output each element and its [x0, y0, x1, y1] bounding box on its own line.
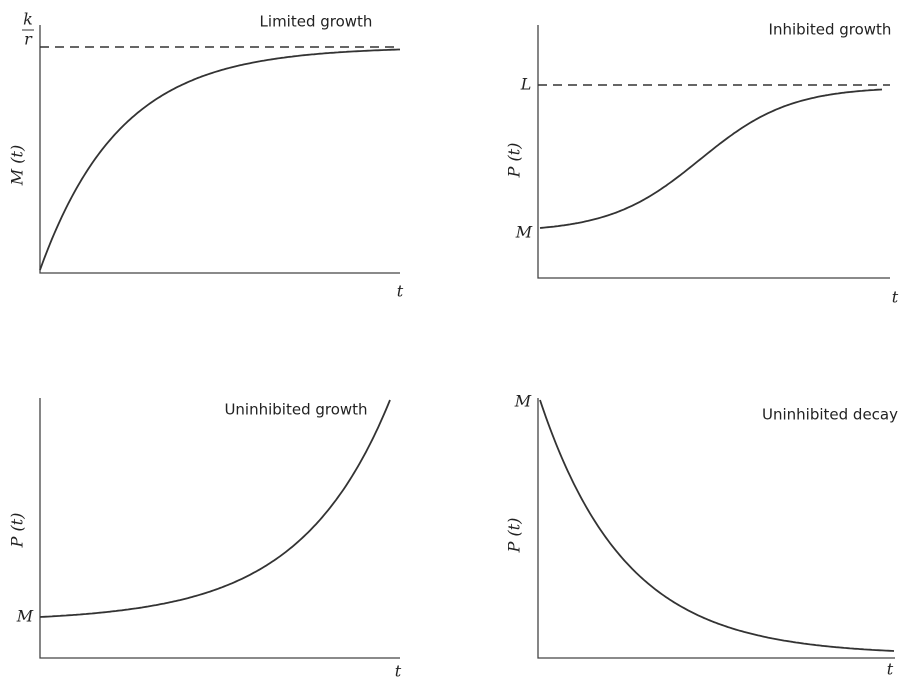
panel-title: Inhibited growth — [769, 21, 892, 39]
axes — [537, 398, 895, 659]
level-numerator: k — [23, 10, 33, 29]
panel-limited-growth: Limited growth M (t) t k r — [8, 10, 404, 301]
curve — [39, 48, 400, 271]
panel-title: Uninhibited decay — [762, 406, 898, 424]
x-axis-label: t — [887, 660, 894, 678]
axes — [39, 25, 400, 274]
panel-uninhibited-growth: Uninhibited growth P (t) t M — [8, 398, 402, 678]
start-level-label: M — [16, 607, 34, 626]
panel-uninhibited-decay: Uninhibited decay P (t) t M — [505, 392, 899, 678]
y-axis-label: P (t) — [505, 518, 524, 554]
x-axis-label: t — [397, 282, 404, 301]
y-axis-label: M (t) — [8, 145, 27, 186]
panel-inhibited-growth: Inhibited growth P (t) t L M — [505, 21, 899, 307]
x-axis-label: t — [892, 288, 899, 307]
y-axis-label: P (t) — [505, 143, 524, 179]
curve — [39, 399, 391, 618]
axes — [537, 25, 890, 279]
y-axis-label: P (t) — [8, 513, 27, 549]
upper-level-label: L — [520, 75, 532, 94]
x-axis-label: t — [395, 662, 402, 678]
panel-title: Uninhibited growth — [224, 401, 367, 419]
panel-title: Limited growth — [260, 13, 373, 31]
axes — [39, 398, 400, 659]
start-level-label: M — [515, 223, 533, 242]
level-denominator: r — [24, 30, 33, 49]
start-level-label: M — [514, 392, 532, 411]
curve — [539, 399, 895, 652]
curve — [539, 88, 883, 229]
